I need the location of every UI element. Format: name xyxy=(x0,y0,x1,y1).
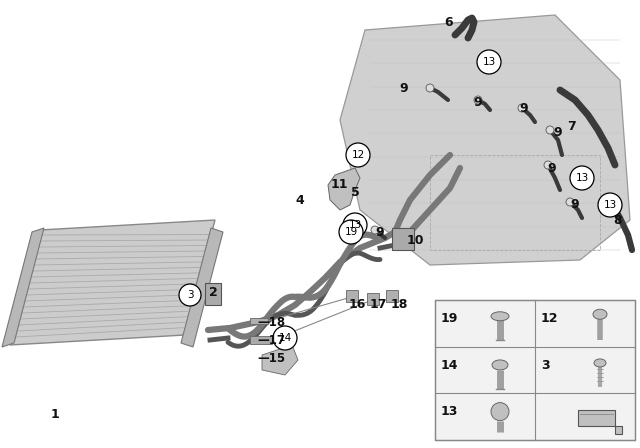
Text: 6: 6 xyxy=(445,16,453,29)
Ellipse shape xyxy=(492,360,508,370)
Text: 1: 1 xyxy=(51,409,60,422)
Ellipse shape xyxy=(593,309,607,319)
Text: 14: 14 xyxy=(441,359,458,372)
Text: 2: 2 xyxy=(209,287,218,300)
Text: 13: 13 xyxy=(441,405,458,418)
Circle shape xyxy=(491,403,509,421)
Text: 3: 3 xyxy=(541,359,550,372)
Bar xyxy=(435,300,635,440)
Text: 11: 11 xyxy=(330,178,348,191)
Circle shape xyxy=(566,198,574,206)
Bar xyxy=(250,318,268,324)
Circle shape xyxy=(273,326,297,350)
Text: 18: 18 xyxy=(390,298,408,311)
Bar xyxy=(346,290,358,302)
Circle shape xyxy=(346,143,370,167)
Circle shape xyxy=(518,104,526,112)
Text: 9: 9 xyxy=(474,95,483,108)
Bar xyxy=(367,293,379,305)
Polygon shape xyxy=(181,228,223,347)
Text: 3: 3 xyxy=(187,290,193,300)
Bar xyxy=(392,228,414,250)
Circle shape xyxy=(426,84,434,92)
Bar xyxy=(430,155,600,250)
Polygon shape xyxy=(340,15,630,265)
Text: 9: 9 xyxy=(554,125,563,138)
Text: 8: 8 xyxy=(614,214,622,227)
Circle shape xyxy=(598,193,622,217)
Text: 14: 14 xyxy=(278,333,292,343)
Text: 12: 12 xyxy=(541,312,559,325)
Circle shape xyxy=(371,226,379,234)
Bar xyxy=(205,283,221,305)
Text: 16: 16 xyxy=(348,298,365,311)
Circle shape xyxy=(343,213,367,237)
Text: 5: 5 xyxy=(351,185,360,198)
Text: 4: 4 xyxy=(296,194,305,207)
Polygon shape xyxy=(578,409,622,434)
Polygon shape xyxy=(262,345,298,375)
Text: 17: 17 xyxy=(369,298,387,311)
Circle shape xyxy=(544,161,552,169)
Circle shape xyxy=(546,126,554,134)
Text: —15: —15 xyxy=(257,352,285,365)
Circle shape xyxy=(477,50,501,74)
Text: 9: 9 xyxy=(376,225,384,238)
Text: 9: 9 xyxy=(548,161,556,175)
Ellipse shape xyxy=(491,312,509,321)
Polygon shape xyxy=(10,220,215,345)
Circle shape xyxy=(474,96,482,104)
Circle shape xyxy=(570,166,594,190)
Text: 9: 9 xyxy=(400,82,408,95)
Text: 19: 19 xyxy=(441,312,458,325)
Text: —17: —17 xyxy=(257,333,285,346)
Text: 13: 13 xyxy=(348,220,362,230)
Polygon shape xyxy=(2,228,44,347)
Ellipse shape xyxy=(594,359,606,367)
Polygon shape xyxy=(328,168,360,210)
Bar xyxy=(250,336,272,344)
Text: 13: 13 xyxy=(575,173,589,183)
Text: 12: 12 xyxy=(351,150,365,160)
Text: 9: 9 xyxy=(571,198,579,211)
Text: 13: 13 xyxy=(483,57,495,67)
Text: —18: —18 xyxy=(257,315,285,328)
Bar xyxy=(386,290,398,302)
Text: 9: 9 xyxy=(520,102,528,115)
Text: 7: 7 xyxy=(568,121,577,134)
Text: 10: 10 xyxy=(406,233,424,246)
Circle shape xyxy=(339,220,363,244)
Text: 19: 19 xyxy=(344,227,358,237)
Text: 13: 13 xyxy=(604,200,616,210)
Circle shape xyxy=(179,284,201,306)
